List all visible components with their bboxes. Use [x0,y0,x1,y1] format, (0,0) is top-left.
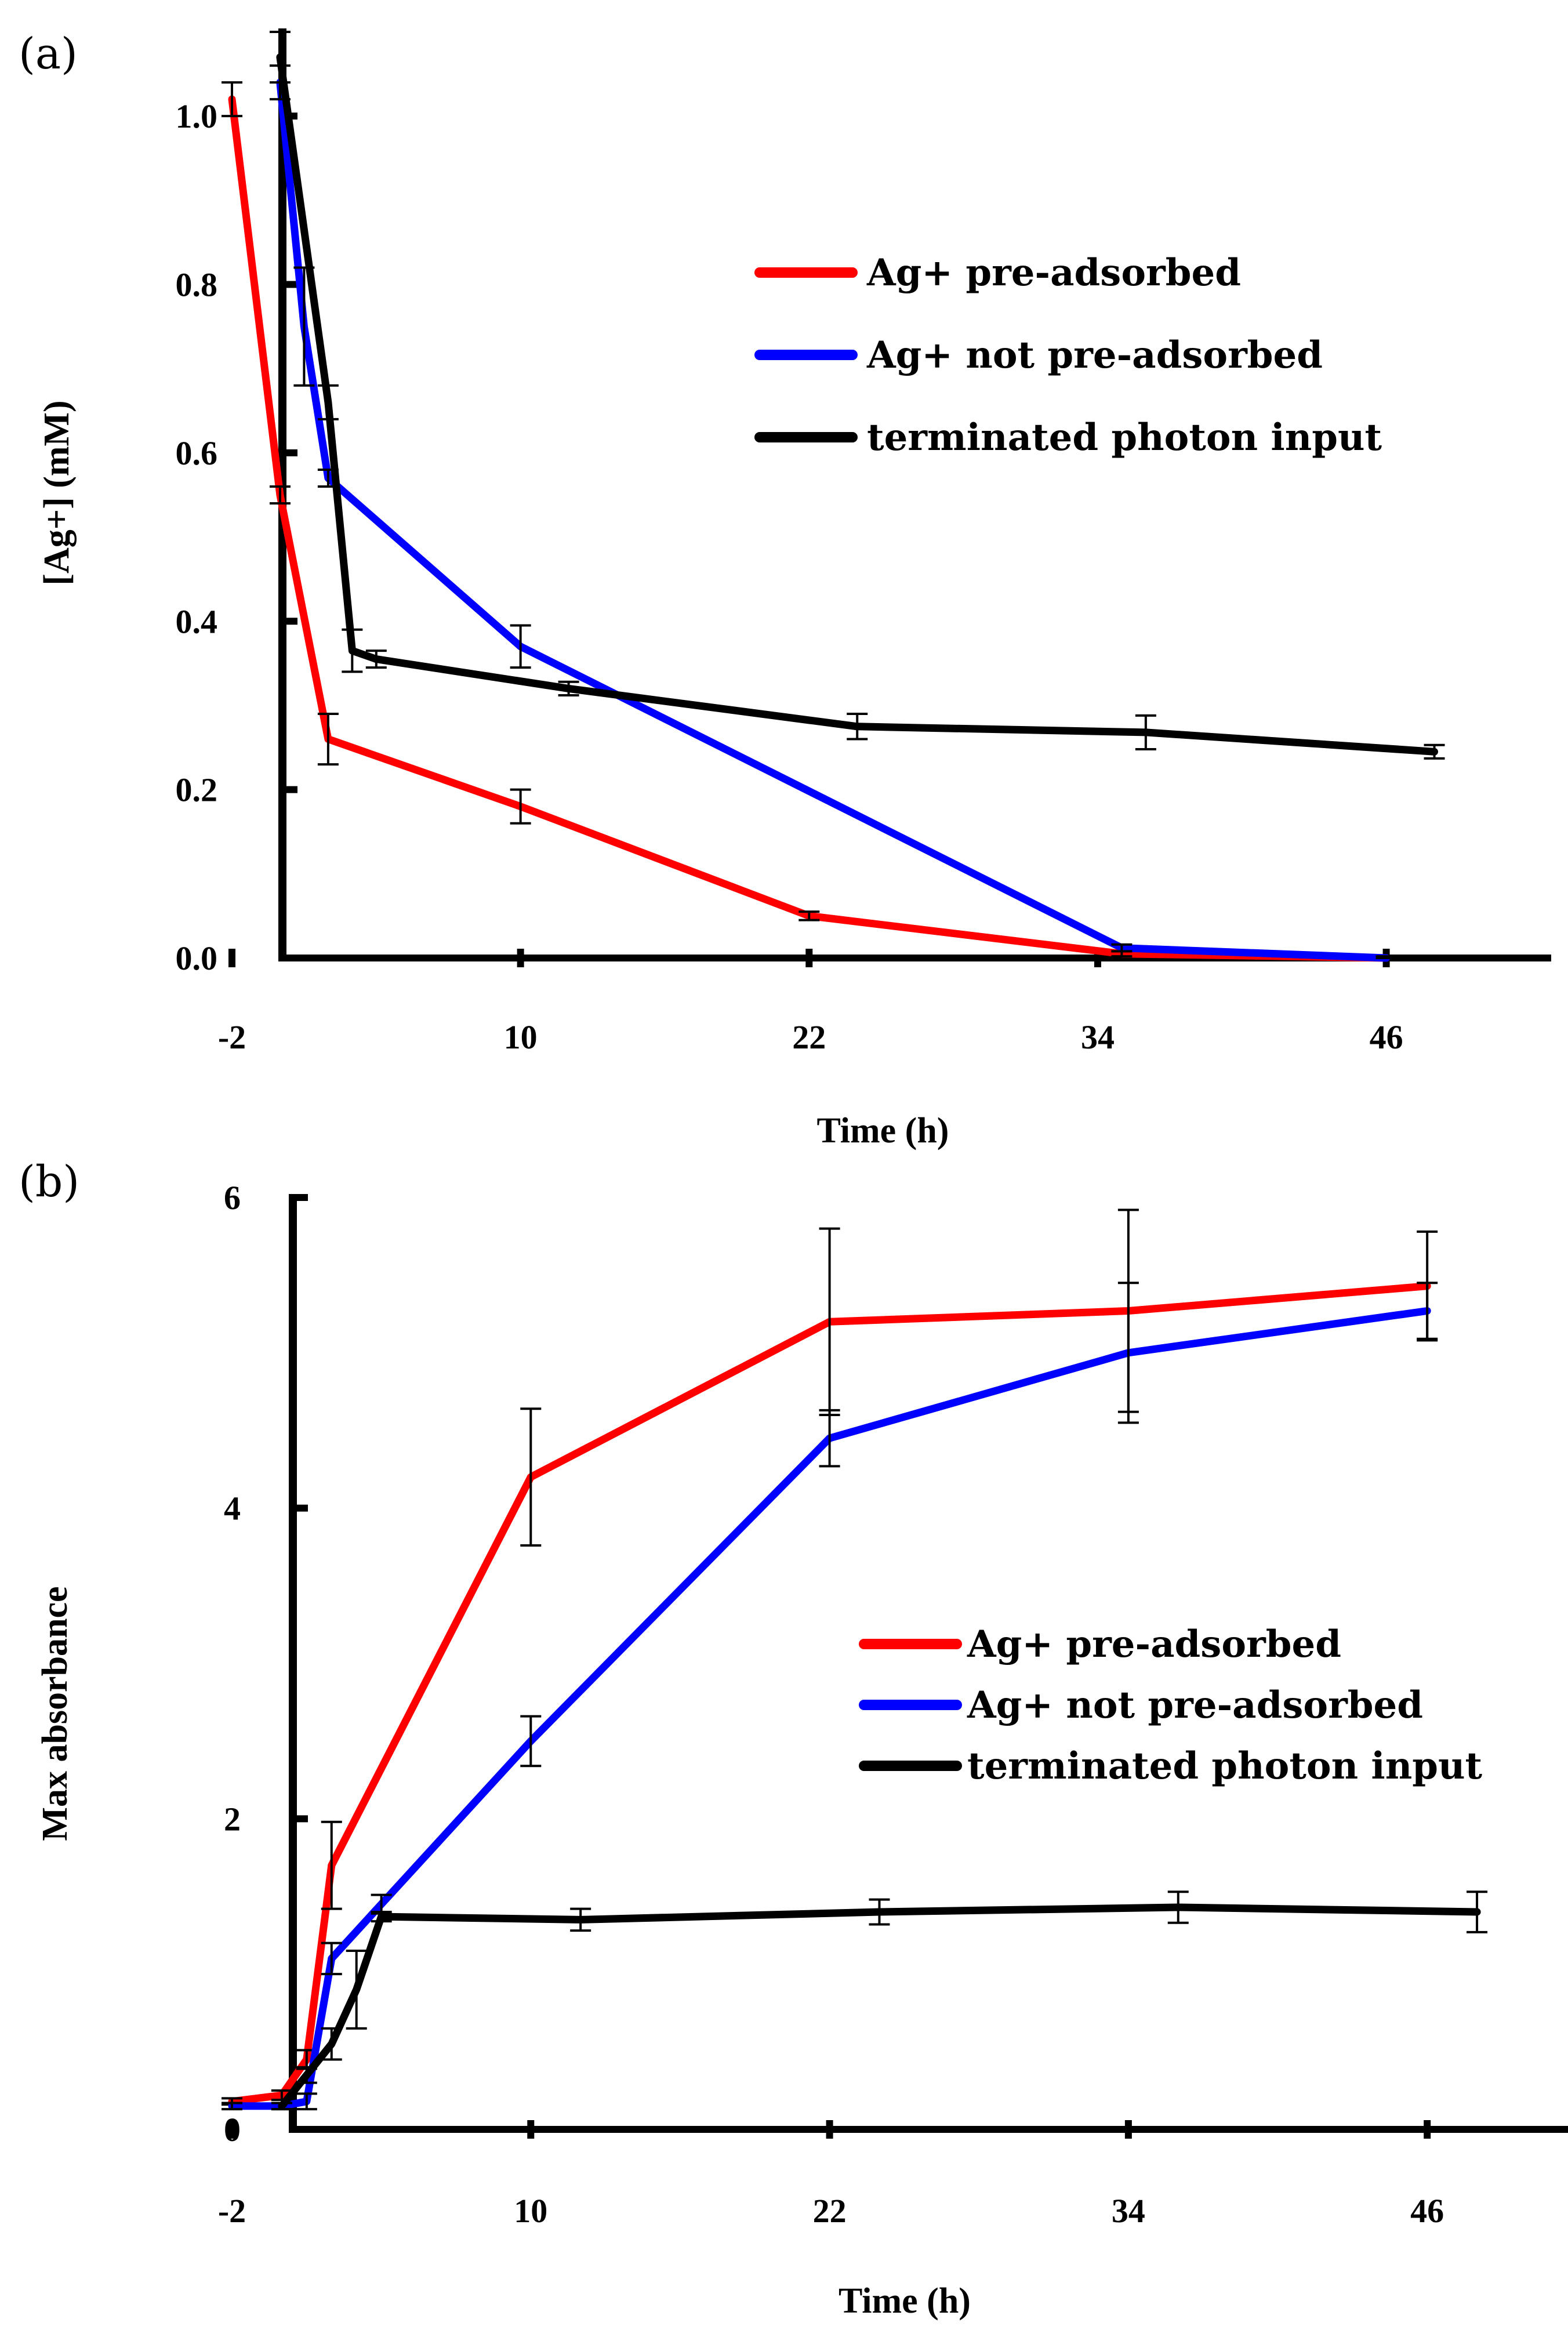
x-axis-title: Time (h) [817,1111,949,1151]
y-tick-label: 0 [224,2111,241,2149]
legend-label: Ag+ pre-adsorbed [866,251,1241,295]
y-tick-label: 0.6 [176,434,218,472]
series-line [278,1903,1481,2110]
x-tick-label: 34 [1112,2192,1145,2230]
legend-label: Ag+ pre-adsorbed [967,1623,1341,1666]
y-tick-label: 0.0 [176,939,218,977]
y-tick-label: 0.4 [176,603,218,640]
legend: Ag+ pre-adsorbed Ag+ not pre-adsorbed term… [859,1623,1483,1788]
x-tick-label: -2 [218,2192,246,2230]
legend: Ag+ pre-adsorbed Ag+ not pre-adsorbed term… [754,251,1382,459]
panel-label: (a) [19,29,78,79]
x-tick-label: 10 [514,2192,547,2230]
series-line [228,1282,1431,2106]
legend-label: terminated photon input [967,1744,1483,1788]
y-tick-label: 6 [224,1179,241,1217]
x-tick-label: 34 [1081,1018,1115,1056]
y-tick-label: 1.0 [176,97,218,135]
y-tick-label: 4 [224,1490,241,1527]
legend-label: terminated photon input [867,416,1382,459]
series-line [276,53,1438,756]
x-tick-label: 22 [813,2192,847,2230]
y-tick-label: 0.8 [176,266,218,304]
legend-label: Ag+ not pre-adsorbed [866,333,1323,377]
legend-label: Ag+ not pre-adsorbed [967,1683,1423,1727]
panel-label: (b) [19,1157,79,1207]
series-2 [271,1890,1488,2111]
y-axis-title: [Ag+] (mM) [37,400,77,585]
series-0 [222,81,1397,962]
x-axis-title: Time (h) [839,2281,971,2321]
series-2 [269,31,1445,760]
x-tick-label: 46 [1370,1018,1403,1056]
x-tick-label: 46 [1410,2192,1444,2230]
x-tick-label: 10 [504,1018,538,1056]
series-1 [269,64,1397,962]
series-line [276,78,1391,962]
y-tick-label: 2 [224,1800,241,1838]
y-axis-title: Max absorbance [35,1586,75,1841]
y-tick-label: 0.2 [176,771,218,809]
x-tick-label: -2 [218,1018,246,1056]
series-line [228,95,1391,962]
x-tick-label: 22 [792,1018,826,1056]
chart-panel-0: (a) -2 10 22 34 46 0.0 0.2 0.4 0.6 0.8 1.0 Time (h) [… [19,28,1551,1151]
